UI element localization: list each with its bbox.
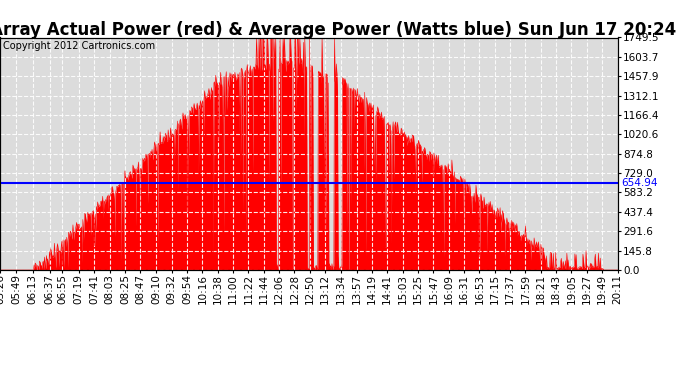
Text: East Array Actual Power (red) & Average Power (Watts blue) Sun Jun 17 20:24: East Array Actual Power (red) & Average …	[0, 21, 677, 39]
Text: 654.94: 654.94	[622, 178, 658, 188]
Text: Copyright 2012 Cartronics.com: Copyright 2012 Cartronics.com	[3, 41, 155, 51]
